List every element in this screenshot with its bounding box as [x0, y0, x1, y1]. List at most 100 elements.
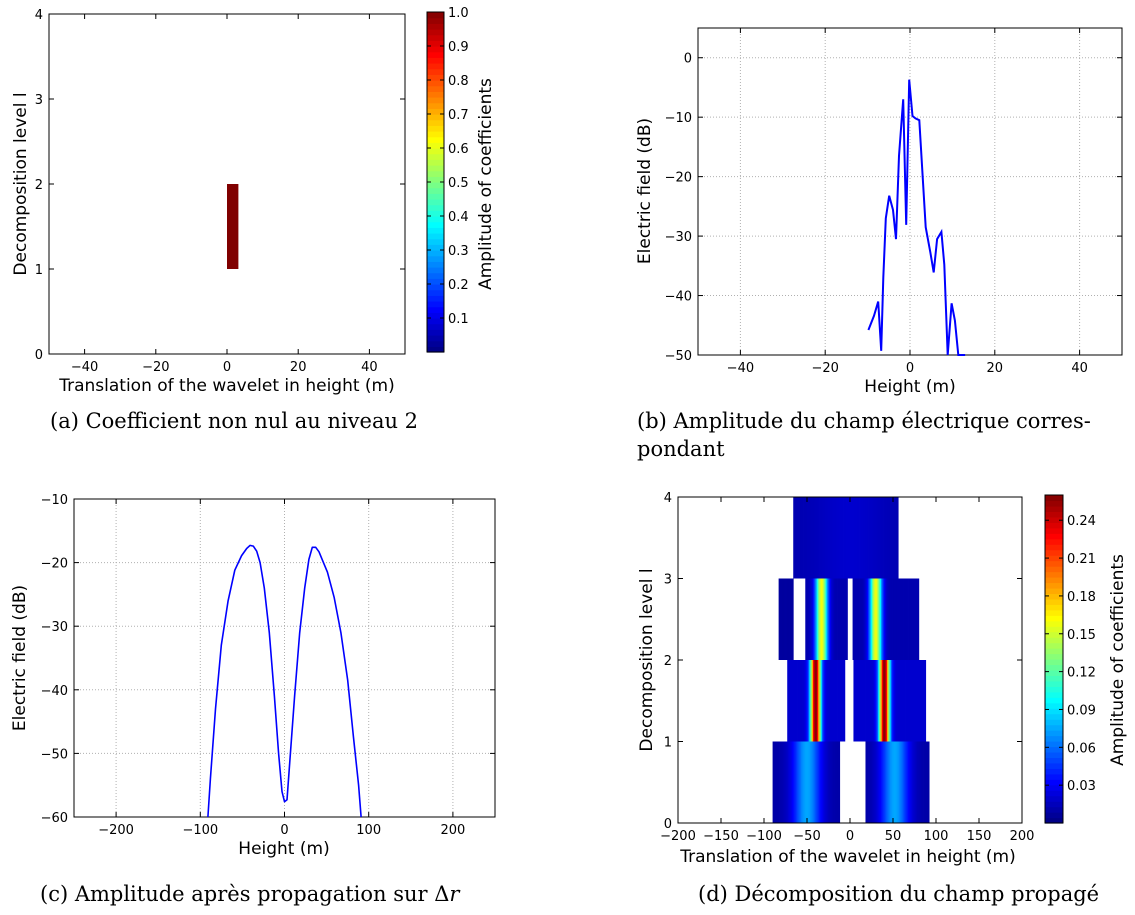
- chart-d-cell: [904, 741, 906, 823]
- chart-b-ytick-label: −10: [665, 111, 692, 126]
- chart-d-cell: [832, 660, 835, 742]
- chart-d-cell: [910, 578, 913, 660]
- chart-d-cell: [886, 497, 888, 579]
- chart-d-cell: [779, 741, 781, 823]
- chart-d-cell: [907, 660, 910, 742]
- chart-d-cell: [897, 660, 899, 742]
- chart-d-colorbar-label-visible: Amplitude of coefficients: [1108, 554, 1128, 766]
- chart-b-xtick-label: 40: [1071, 361, 1088, 376]
- chart-d-cell: [887, 497, 890, 579]
- chart-a-ytick-label: 1: [35, 263, 43, 278]
- chart-d-colorbar-cell: [1045, 686, 1063, 693]
- chart-d-cell: [870, 578, 873, 660]
- chart-a-xtick-label: −20: [142, 360, 169, 375]
- chart-d-colorbar-cell: [1045, 746, 1063, 753]
- chart-a-colorbar-cell: [427, 301, 444, 308]
- chart-d-cell: [874, 578, 877, 660]
- chart-d-colorbar-cell: [1045, 505, 1063, 512]
- chart-d-cell: [808, 741, 811, 823]
- chart-d-cell: [797, 660, 800, 742]
- chart-d-colorbar-cell: [1045, 801, 1063, 808]
- chart-d-cell: [847, 497, 850, 579]
- chart-d-cell: [838, 578, 841, 660]
- chart-a-colorbar-tick-label: 1.0: [448, 6, 469, 21]
- chart-d-cell: [843, 497, 846, 579]
- chart-d-colorbar-cell: [1045, 549, 1063, 556]
- chart-d-ytick-label: 2: [664, 654, 672, 669]
- chart-d-cell: [890, 660, 893, 742]
- chart-d-cell: [889, 660, 892, 742]
- chart-d-cell: [837, 578, 840, 660]
- chart-d-cell: [823, 660, 826, 742]
- chart-a-colorbar-cell: [427, 97, 444, 104]
- chart-c-yticks: −10 −20 −30 −40 −50 −60: [41, 493, 495, 826]
- chart-d-colorbar-tick-label: 0.18: [1067, 590, 1096, 605]
- chart-a-colorbar-tick-label: 0.3: [448, 244, 469, 259]
- chart-a-yticks: 0 1 2 3 4: [35, 8, 405, 363]
- chart-d-xtick-label: −150: [703, 829, 739, 844]
- chart-b-xtick-label: 0: [906, 361, 914, 376]
- chart-d-colorbar-cell: [1045, 702, 1063, 709]
- chart-d-cell: [850, 497, 852, 579]
- chart-d-cell: [923, 660, 925, 742]
- chart-a-colorbar-cell: [427, 340, 444, 347]
- chart-d-cell: [837, 660, 840, 742]
- chart-d-cell: [868, 497, 870, 579]
- chart-d-cell: [842, 660, 845, 742]
- chart-d-xtick-label: 100: [924, 829, 949, 844]
- chart-a-colorbar-cell: [427, 85, 444, 92]
- chart-d-cell: [889, 497, 892, 579]
- chart-d-colorbar-cell: [1045, 730, 1063, 737]
- chart-d-colorbar-cell: [1045, 538, 1063, 545]
- chart-d-cell: [810, 497, 812, 579]
- chart-a-colorbar-cell: [427, 148, 444, 155]
- chart-a-ytick-label: 4: [35, 8, 43, 23]
- chart-d-cell: [919, 660, 921, 742]
- chart-d-cell: [862, 660, 865, 742]
- chart-d-cell: [888, 497, 891, 579]
- chart-d-cell: [777, 741, 780, 823]
- chart-d-cell: [814, 660, 816, 742]
- chart-d-cell: [904, 578, 906, 660]
- chart-d-cell: [918, 578, 920, 660]
- chart-d-cell: [909, 741, 912, 823]
- chart-d-colorbar-cell: [1045, 724, 1063, 731]
- chart-d-colorbar-cell: [1045, 741, 1063, 748]
- chart-d-cell: [788, 660, 791, 742]
- chart-d-cell: [905, 741, 908, 823]
- chart-d-cell: [926, 741, 928, 823]
- chart-c-xtick-label: −100: [182, 823, 218, 838]
- chart-a-colorbar-cell: [427, 221, 444, 228]
- chart-d-cell: [866, 578, 869, 660]
- chart-d-cell: [794, 741, 797, 823]
- chart-d-cell: [884, 741, 887, 823]
- chart-d-cell: [829, 660, 832, 742]
- chart-d-cell: [901, 660, 903, 742]
- chart-d-cell: [883, 660, 885, 742]
- chart-d-cell: [829, 497, 832, 579]
- chart-a-xtick-label: −40: [71, 360, 98, 375]
- chart-d-colorbar-cell: [1045, 577, 1063, 584]
- chart-d-cell: [888, 660, 890, 742]
- chart-d-cell: [873, 578, 875, 660]
- chart-d-cell: [833, 497, 835, 579]
- chart-d-cell: [889, 741, 892, 823]
- chart-b-line: [867, 79, 966, 356]
- chart-a-colorbar-tick-label: 0.9: [448, 40, 469, 55]
- chart-d-cell: [834, 497, 837, 579]
- chart-d-colorbar-cell: [1045, 757, 1063, 764]
- chart-d-cell: [928, 741, 930, 823]
- chart-d-cell: [913, 578, 915, 660]
- chart-d-cell: [818, 660, 820, 742]
- chart-d-cell: [820, 578, 823, 660]
- chart-d-cell: [835, 741, 838, 823]
- chart-d-cell: [807, 741, 810, 823]
- chart-d-cell: [794, 497, 797, 579]
- chart-d-plot: [772, 497, 930, 823]
- chart-a-colorbar-cell: [427, 74, 444, 81]
- chart-a-colorbar-cell: [427, 272, 444, 279]
- chart-d-cell: [836, 660, 838, 742]
- chart-d-cell: [825, 497, 828, 579]
- chart-d-cell: [838, 741, 841, 823]
- chart-d-cell: [896, 497, 899, 579]
